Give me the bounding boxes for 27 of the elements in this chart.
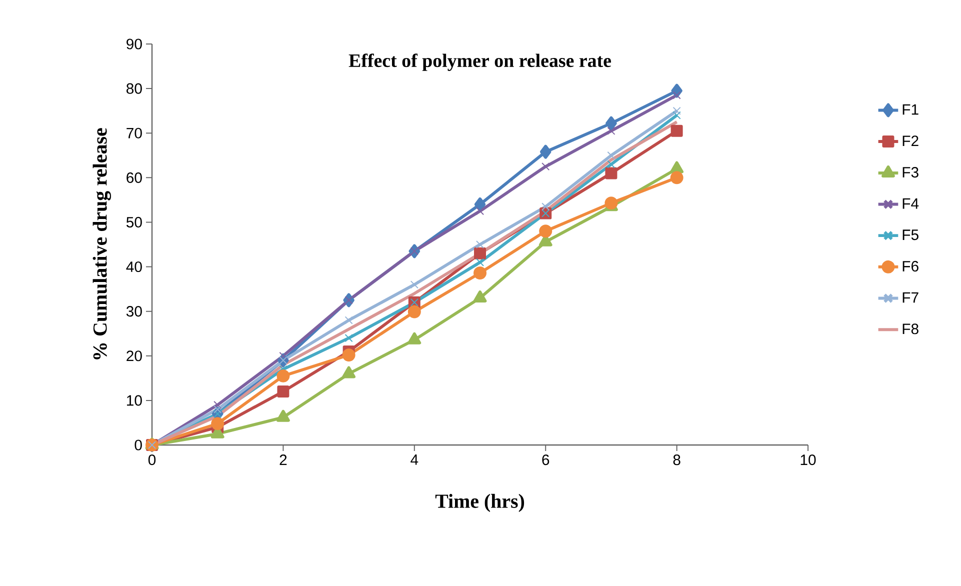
y-tick-label: 30	[126, 306, 142, 317]
legend-label: F6	[902, 260, 918, 272]
y-tick-label: 90	[126, 38, 142, 50]
x-tick-label: 6	[542, 454, 550, 466]
y-tick-label: 10	[127, 395, 142, 406]
y-tick-label: 40	[126, 261, 142, 272]
y-tick-label: 60	[126, 172, 142, 183]
x-tick-label: 8	[673, 454, 680, 466]
x-tick-label: 10	[800, 454, 816, 466]
chart-title: Effect of polymer on release rate	[348, 54, 611, 71]
legend-label: F4	[902, 198, 919, 209]
y-tick-label: 70	[126, 128, 142, 138]
y-axis-title: % Cumulative drug release	[92, 128, 112, 360]
x-axis-title: Time (hrs)	[435, 494, 524, 512]
x-tick-label: 0	[148, 454, 156, 466]
legend-label: F5	[902, 230, 918, 240]
y-tick-label: 80	[126, 83, 142, 94]
legend-label: F8	[902, 324, 918, 334]
x-tick-label: 2	[280, 454, 287, 465]
legend-label: F7	[902, 292, 918, 303]
legend-label: F1	[902, 104, 918, 115]
legend-label: F2	[902, 136, 918, 146]
y-tick-label: 0	[134, 440, 142, 450]
y-tick-label: 20	[126, 350, 142, 362]
legend-label: F3	[902, 166, 918, 178]
y-tick-label: 50	[126, 216, 142, 228]
x-tick-label: 4	[410, 454, 418, 465]
